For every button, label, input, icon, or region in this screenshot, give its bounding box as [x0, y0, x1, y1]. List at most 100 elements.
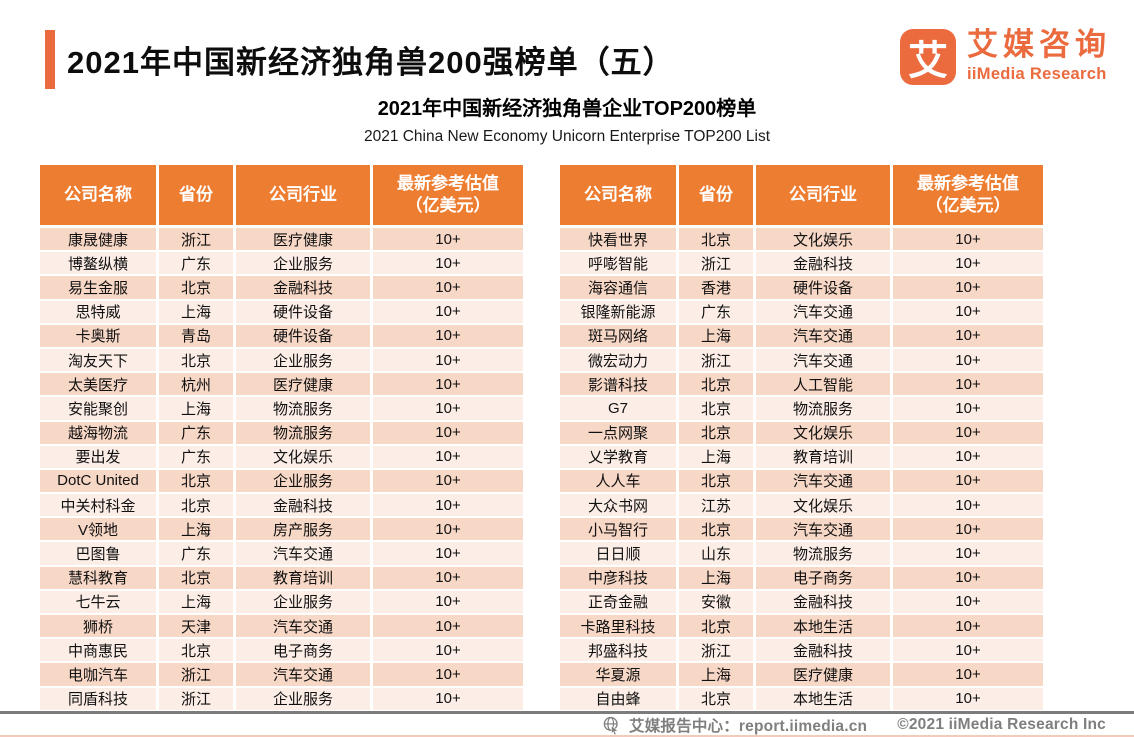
cell-company: 中彦科技 [560, 566, 676, 589]
cell-industry: 物流服务 [756, 542, 890, 565]
cell-company: 慧科教育 [40, 566, 156, 589]
cell-province: 广东 [159, 445, 233, 468]
cell-industry: 硬件设备 [236, 300, 370, 323]
table-row: 越海物流 广东 物流服务 10+ [40, 421, 523, 444]
cell-company: 银隆新能源 [560, 300, 676, 323]
cell-valuation: 10+ [893, 639, 1043, 662]
cell-valuation: 10+ [893, 373, 1043, 396]
bottom-accent-strip [0, 735, 1134, 737]
table-row: 斑马网络 上海 汽车交通 10+ [560, 324, 1043, 347]
table-row: 海容通信 香港 硬件设备 10+ [560, 276, 1043, 299]
table-row: 卡奥斯 青岛 硬件设备 10+ [40, 324, 523, 347]
unicorn-table-left: 公司名称 省份 公司行业 最新参考估值 （亿美元） 康晟健康 浙江 医疗健康 10+ 博… [40, 165, 523, 710]
header-valuation-line2: （亿美元） [405, 196, 491, 215]
title-accent-bar [45, 30, 55, 89]
cell-company: 越海物流 [40, 421, 156, 444]
cell-company: 安能聚创 [40, 397, 156, 420]
cell-industry: 教育培训 [756, 445, 890, 468]
cell-company: 华夏源 [560, 663, 676, 686]
cell-valuation: 10+ [893, 228, 1043, 251]
cell-company: 博鳌纵横 [40, 252, 156, 275]
unicorn-table-right: 公司名称 省份 公司行业 最新参考估值 （亿美元） 快看世界 北京 文化娱乐 10+ 呼… [560, 165, 1043, 710]
cell-industry: 人工智能 [756, 373, 890, 396]
cell-valuation: 10+ [373, 300, 523, 323]
cell-valuation: 10+ [893, 590, 1043, 613]
cell-company: 正奇金融 [560, 590, 676, 613]
table-row: 思特威 上海 硬件设备 10+ [40, 300, 523, 323]
cell-valuation: 10+ [893, 300, 1043, 323]
table-row: 邦盛科技 浙江 金融科技 10+ [560, 639, 1043, 662]
cell-company: 快看世界 [560, 228, 676, 251]
table-row: 安能聚创 上海 物流服务 10+ [40, 397, 523, 420]
cell-province: 上海 [679, 324, 753, 347]
cell-industry: 文化娱乐 [756, 421, 890, 444]
header-province: 省份 [159, 165, 233, 225]
cell-company: 中关村科金 [40, 494, 156, 517]
cell-province: 上海 [679, 445, 753, 468]
cell-province: 广东 [159, 542, 233, 565]
cell-industry: 硬件设备 [236, 324, 370, 347]
footer-report-center: 艾媒报告中心：report.iimedia.cn [629, 718, 868, 735]
table-row: 一点网聚 北京 文化娱乐 10+ [560, 421, 1043, 444]
cell-industry: 物流服务 [236, 421, 370, 444]
cell-company: 卡奥斯 [40, 324, 156, 347]
cell-company: 中商惠民 [40, 639, 156, 662]
cell-province: 上海 [159, 300, 233, 323]
cell-province: 北京 [679, 228, 753, 251]
cell-province: 广东 [159, 421, 233, 444]
cell-valuation: 10+ [893, 518, 1043, 541]
cell-industry: 企业服务 [236, 590, 370, 613]
table-row: 巴图鲁 广东 汽车交通 10+ [40, 542, 523, 565]
table-row: 呼嘭智能 浙江 金融科技 10+ [560, 252, 1043, 275]
cell-valuation: 10+ [893, 252, 1043, 275]
cell-industry: 金融科技 [756, 590, 890, 613]
cell-company: 小马智行 [560, 518, 676, 541]
table-row: 卡路里科技 北京 本地生活 10+ [560, 615, 1043, 638]
table-row: 乂学教育 上海 教育培训 10+ [560, 445, 1043, 468]
cell-company: 邦盛科技 [560, 639, 676, 662]
table-row: 要出发 广东 文化娱乐 10+ [40, 445, 523, 468]
cell-industry: 电子商务 [756, 566, 890, 589]
cell-company: 日日顺 [560, 542, 676, 565]
cell-valuation: 10+ [373, 228, 523, 251]
cell-province: 北京 [679, 518, 753, 541]
table-row: 日日顺 山东 物流服务 10+ [560, 542, 1043, 565]
cell-company: V领地 [40, 518, 156, 541]
cell-province: 北京 [679, 615, 753, 638]
cell-industry: 文化娱乐 [756, 228, 890, 251]
cell-province: 上海 [679, 663, 753, 686]
cell-province: 浙江 [159, 663, 233, 686]
cell-industry: 汽车交通 [756, 300, 890, 323]
cell-industry: 硬件设备 [756, 276, 890, 299]
cell-province: 广东 [679, 300, 753, 323]
cell-valuation: 10+ [373, 324, 523, 347]
cell-company: 淘友天下 [40, 348, 156, 372]
cell-province: 杭州 [159, 373, 233, 396]
cell-industry: 汽车交通 [756, 469, 890, 493]
table-row: 康晟健康 浙江 医疗健康 10+ [40, 228, 523, 251]
cell-company: 自由蜂 [560, 687, 676, 710]
cell-province: 北京 [159, 494, 233, 517]
table-row: 快看世界 北京 文化娱乐 10+ [560, 228, 1043, 251]
cell-valuation: 10+ [373, 252, 523, 275]
cell-province: 上海 [679, 566, 753, 589]
cell-industry: 金融科技 [236, 276, 370, 299]
cell-province: 北京 [159, 469, 233, 493]
table-row: 七牛云 上海 企业服务 10+ [40, 590, 523, 613]
globe-cursor-icon [603, 716, 619, 735]
subtitle-en: 2021 China New Economy Unicorn Enterpris… [363, 128, 771, 145]
cell-industry: 企业服务 [236, 348, 370, 372]
logo-name-en: iiMedia Research [967, 64, 1107, 83]
cell-province: 青岛 [159, 324, 233, 347]
table-row: 中商惠民 北京 电子商务 10+ [40, 639, 523, 662]
header-province: 省份 [679, 165, 753, 225]
cell-province: 北京 [159, 639, 233, 662]
cell-industry: 汽车交通 [756, 348, 890, 372]
cell-valuation: 10+ [893, 445, 1043, 468]
iimedia-logo-icon: 艾 [900, 29, 956, 85]
table-row: 华夏源 上海 医疗健康 10+ [560, 663, 1043, 686]
cell-industry: 金融科技 [756, 252, 890, 275]
table-rows: 康晟健康 浙江 医疗健康 10+ 博鳌纵横 广东 企业服务 10+ 易生金服 北京 金融科技 10+ 思… [40, 228, 523, 710]
header-company: 公司名称 [560, 165, 676, 225]
cell-company: 卡路里科技 [560, 615, 676, 638]
